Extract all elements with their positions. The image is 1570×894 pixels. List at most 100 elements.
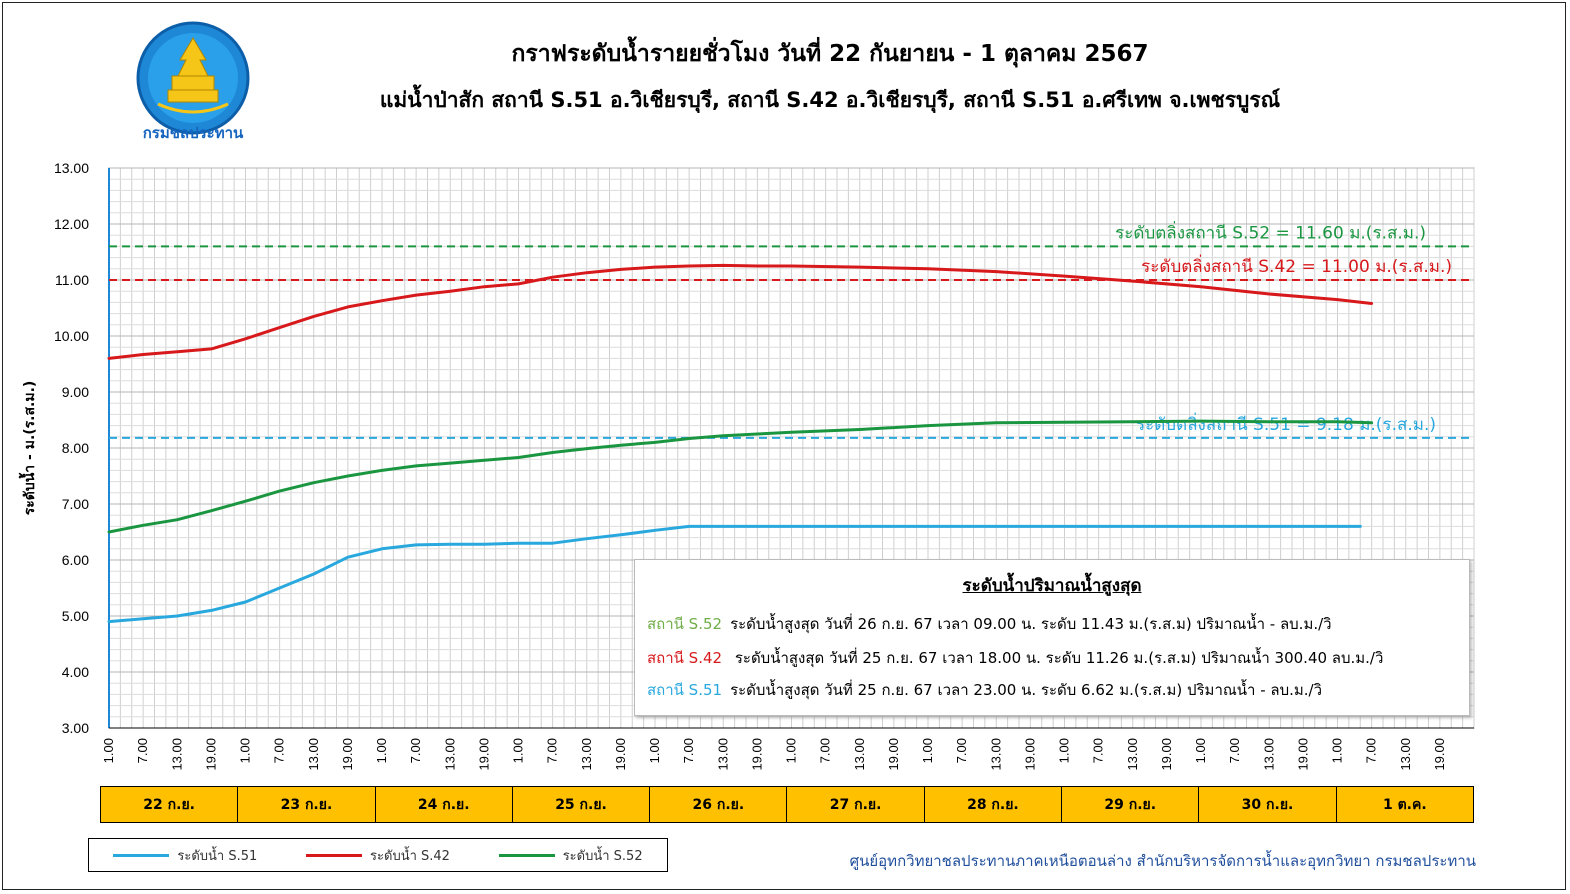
x-tick-label: 1.00 [784, 738, 799, 763]
y-tick-label: 8.00 [62, 440, 89, 456]
x-tick-label: 13.00 [1125, 738, 1140, 771]
legend-item-s52: ระดับน้ำ S.52 [498, 845, 643, 866]
x-tick-label: 1.00 [1193, 738, 1208, 763]
y-tick-label: 9.00 [62, 384, 89, 400]
y-tick-label: 5.00 [62, 608, 89, 624]
x-tick-label: 7.00 [818, 738, 833, 763]
x-tick-label: 19.00 [340, 738, 355, 771]
y-tick-label: 7.00 [62, 496, 89, 512]
date-cell: 23 ก.ย. [238, 787, 376, 822]
x-tick-label: 7.00 [272, 738, 287, 763]
x-tick-label: 13.00 [852, 738, 867, 771]
date-cell: 25 ก.ย. [512, 787, 651, 822]
x-tick-label: 7.00 [1227, 738, 1242, 763]
date-cell: 30 ก.ย. [1199, 787, 1337, 822]
date-cell: 27 ก.ย. [787, 787, 925, 822]
x-tick-label: 19.00 [1159, 738, 1174, 771]
x-tick-label: 19.00 [203, 738, 218, 771]
legend-label: ระดับน้ำ S.51 [177, 848, 258, 864]
series-line [107, 263, 1374, 360]
x-tick-label: 13.00 [442, 738, 457, 771]
royal-irrigation-logo: กรมชลประทาน [136, 21, 250, 142]
infobox-text: ระดับน้ำสูงสุด วันที่ 25 ก.ย. 67 เวลา 23… [730, 681, 1323, 699]
x-tick-label: 1.00 [920, 738, 935, 763]
infobox-text: ระดับน้ำสูงสุด วันที่ 26 ก.ย. 67 เวลา 09… [730, 615, 1332, 633]
chart-title: กราฟระดับน้ำรายยชั่วโมง วันที่ 22 กันยาย… [511, 41, 1149, 67]
x-tick-label: 7.00 [1091, 738, 1106, 763]
legend-swatch [306, 853, 363, 857]
x-tick-label: 13.00 [1261, 738, 1276, 771]
date-cell: 1 ต.ค. [1336, 787, 1473, 822]
infobox-station: สถานี S.51 [647, 681, 723, 699]
x-tick-label: 13.00 [1398, 738, 1413, 771]
legend: ระดับน้ำ S.51 ระดับน้ำ S.42 ระดับน้ำ S.5… [88, 838, 668, 872]
date-cell: 24 ก.ย. [375, 787, 513, 822]
y-tick-label: 13.00 [54, 160, 89, 176]
x-tick-label: 7.00 [954, 738, 969, 763]
y-axis-label: ระดับน้ำ - ม.(ร.ส.ม.) [18, 381, 38, 516]
legend-label: ระดับน้ำ S.42 [370, 848, 450, 864]
x-tick-label: 7.00 [681, 738, 696, 763]
series-line [107, 419, 1374, 534]
infobox-text: ระดับน้ำสูงสุด วันที่ 25 ก.ย. 67 เวลา 18… [730, 649, 1384, 667]
x-tick-label: 13.00 [715, 738, 730, 771]
x-tick-label: 13.00 [988, 738, 1003, 771]
date-cell: 28 ก.ย. [924, 787, 1063, 822]
legend-swatch [113, 853, 170, 857]
x-tick-label: 13.00 [579, 738, 594, 771]
y-tick-label: 3.00 [62, 720, 89, 736]
x-tick-label: 1.00 [1057, 738, 1072, 763]
x-tick-label: 1.00 [101, 738, 116, 763]
max-level-infobox: ระดับน้ำปริมาณน้ำสูงสุด สถานี S.52 ระดับน… [634, 559, 1470, 716]
x-tick-label: 7.00 [1364, 738, 1379, 763]
x-tick-label: 19.00 [749, 738, 764, 771]
date-cell: 26 ก.ย. [650, 787, 788, 822]
infobox-station: สถานี S.42 [647, 649, 723, 667]
x-tick-label: 7.00 [545, 738, 560, 763]
date-cell: 22 ก.ย. [101, 787, 239, 822]
threshold-label: ระดับตลิ่งสถานี S.51 = 9.18 ม.(ร.ส.ม.) [1136, 412, 1436, 435]
y-tick-label: 10.00 [54, 328, 89, 344]
x-tick-label: 1.00 [1330, 738, 1345, 763]
date-strip: 22 ก.ย. 23 ก.ย. 24 ก.ย. 25 ก.ย. 26 ก.ย. … [100, 786, 1474, 823]
x-tick-label: 1.00 [511, 738, 526, 763]
y-tick-label: 4.00 [62, 664, 89, 680]
x-tick-label: 1.00 [238, 738, 253, 763]
x-tick-label: 19.00 [1295, 738, 1310, 771]
infobox-title: ระดับน้ำปริมาณน้ำสูงสุด [962, 576, 1142, 596]
x-tick-label: 13.00 [306, 738, 321, 771]
infobox-station: สถานี S.52 [647, 615, 723, 633]
threshold-label: ระดับตลิ่งสถานี S.42 = 11.00 ม.(ร.ส.ม.) [1141, 254, 1452, 277]
x-tick-label: 19.00 [476, 738, 491, 771]
y-tick-label: 12.00 [54, 216, 89, 232]
date-cell: 29 ก.ย. [1062, 787, 1200, 822]
series-line [107, 524, 1362, 624]
x-tick-label: 19.00 [1022, 738, 1037, 771]
legend-swatch [498, 853, 555, 857]
x-tick-label: 19.00 [886, 738, 901, 771]
y-tick-label: 11.00 [55, 272, 89, 288]
threshold-label: ระดับตลิ่งสถานี S.52 = 11.60 ม.(ร.ส.ม.) [1115, 220, 1426, 243]
footer-credit: ศูนย์อุทกวิทยาชลประทานภาคเหนือตอนล่าง สำ… [849, 852, 1476, 870]
threshold-lines: ระดับตลิ่งสถานี S.52 = 11.60 ม.(ร.ส.ม.) ร… [109, 220, 1474, 439]
legend-item-s51: ระดับน้ำ S.51 [113, 845, 257, 866]
x-tick-label: 1.00 [374, 738, 389, 763]
x-tick-label: 7.00 [135, 738, 150, 763]
infobox-row-s51: สถานี S.51 ระดับน้ำสูงสุด วันที่ 25 ก.ย. … [647, 678, 1322, 702]
infobox-row-s52: สถานี S.52 ระดับน้ำสูงสุด วันที่ 26 ก.ย. … [647, 612, 1332, 636]
y-axis: 3.00 4.00 5.00 6.00 7.00 8.00 9.00 10.00 11.00 12… [54, 160, 110, 736]
logo-text: กรมชลประทาน [143, 124, 244, 142]
legend-label: ระดับน้ำ S.52 [562, 848, 643, 864]
x-tick-label: 1.00 [647, 738, 662, 763]
x-tick-label: 19.00 [1432, 738, 1447, 771]
infobox-row-s42: สถานี S.42 ระดับน้ำสูงสุด วันที่ 25 ก.ย.… [647, 646, 1383, 670]
x-tick-label: 19.00 [613, 738, 628, 771]
series-lines [107, 263, 1374, 624]
x-axis: 1.00 7.00 13.00 19.00 1.00 7.00 13.00 19.00 1.00… [101, 727, 1474, 771]
legend-item-s42: ระดับน้ำ S.42 [306, 845, 450, 866]
chart-subtitle: แม่น้ำป่าสัก สถานี S.51 อ.วิเชียรบุรี, ส… [379, 88, 1281, 112]
x-tick-label: 13.00 [169, 738, 184, 771]
y-tick-label: 6.00 [62, 552, 89, 568]
